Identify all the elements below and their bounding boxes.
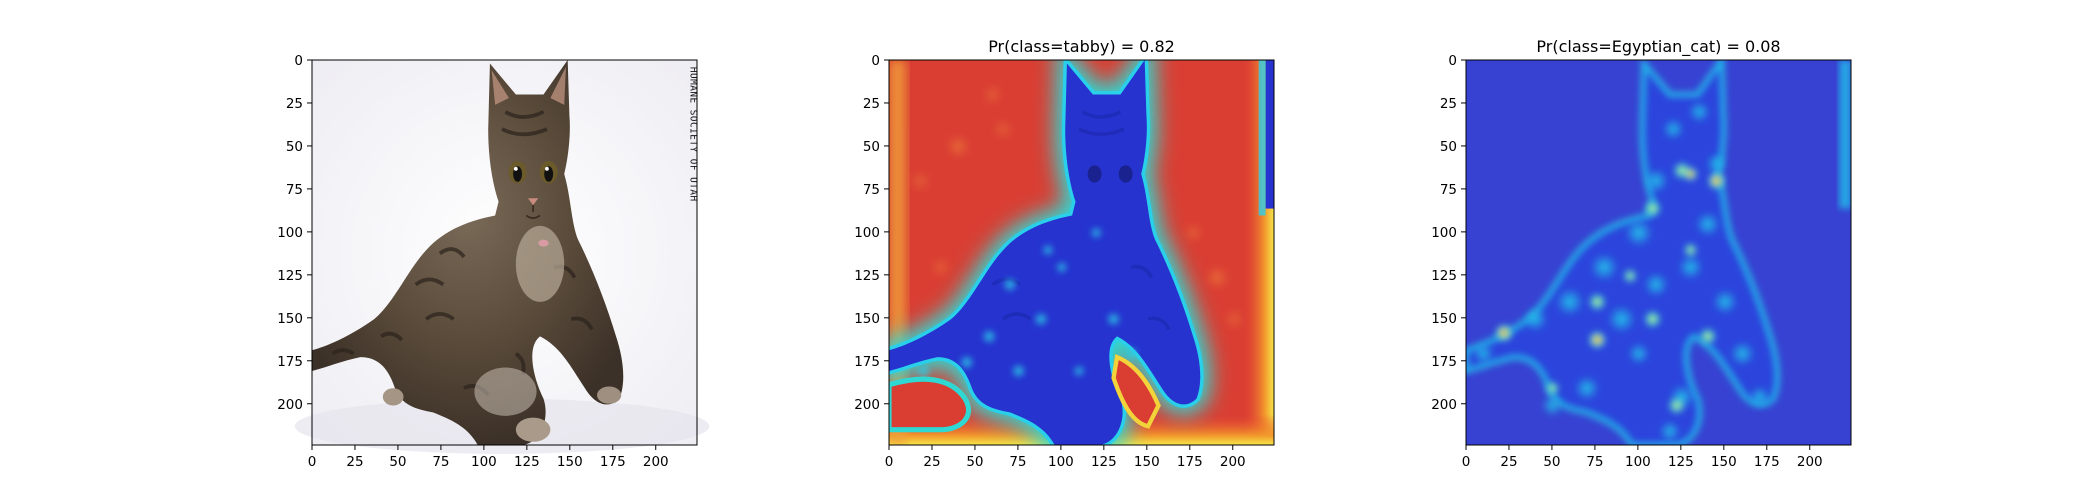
y-tick-label: 175 bbox=[1431, 354, 1457, 370]
axis-frame bbox=[1465, 59, 1852, 446]
panel-tabby bbox=[889, 60, 1275, 445]
x-tick-label: 50 bbox=[389, 454, 406, 470]
x-tick-label: 100 bbox=[471, 454, 497, 470]
y-tick-label: 125 bbox=[1431, 268, 1457, 284]
y-tick-label: 175 bbox=[854, 354, 880, 370]
y-tick-label: 200 bbox=[277, 397, 303, 413]
y-tick-label: 125 bbox=[277, 268, 303, 284]
x-tick-label: 175 bbox=[1754, 454, 1780, 470]
y-tick-label: 150 bbox=[854, 311, 880, 327]
y-tick-label: 200 bbox=[1431, 397, 1457, 413]
y-tick-label: 50 bbox=[863, 139, 880, 155]
axes-tabby: 0 25 50 75 100 125 150 175 200 0 25 50 75 100 125 150 17… bbox=[854, 37, 1275, 470]
panel-title: Pr(class=Egyptian_cat) = 0.08 bbox=[1536, 37, 1780, 57]
x-tick-label: 125 bbox=[514, 454, 540, 470]
x-tick-label: 125 bbox=[1668, 454, 1694, 470]
photo-image: HUMANE SOCIETY OF UTAH bbox=[294, 60, 710, 454]
x-tick-label: 200 bbox=[1220, 454, 1246, 470]
panel-egyptian-cat bbox=[1466, 60, 1852, 445]
y-tick-label: 25 bbox=[863, 96, 880, 112]
y-tick-label: 50 bbox=[1440, 139, 1457, 155]
x-tick-label: 25 bbox=[923, 454, 940, 470]
y-tick-label: 25 bbox=[1440, 96, 1457, 112]
axis-frame bbox=[311, 59, 698, 446]
y-tick-label: 200 bbox=[854, 397, 880, 413]
x-tick-label: 75 bbox=[432, 454, 449, 470]
x-tick-label: 0 bbox=[885, 454, 894, 470]
y-tick-label: 75 bbox=[286, 182, 303, 198]
y-tick-label: 0 bbox=[1448, 53, 1457, 69]
axes-photo: 0 25 50 75 100 125 150 175 200 0 25 50 75 100 125 150 17… bbox=[277, 53, 698, 470]
x-tick-label: 0 bbox=[1462, 454, 1471, 470]
svg-text:HUMANE SOCIETY OF UTAH: HUMANE SOCIETY OF UTAH bbox=[687, 67, 698, 202]
y-tick-label: 100 bbox=[277, 225, 303, 241]
y-tick-label: 75 bbox=[1440, 182, 1457, 198]
x-tick-label: 25 bbox=[1500, 454, 1517, 470]
axis-frame bbox=[888, 59, 1275, 446]
x-tick-label: 50 bbox=[1543, 454, 1560, 470]
panel-title: Pr(class=tabby) = 0.82 bbox=[988, 37, 1175, 56]
panel-photo: HUMANE SOCIETY OF UTAH bbox=[294, 60, 710, 454]
axes-egyptian-cat: 0 25 50 75 100 125 150 175 200 0 25 50 75 100 125 150 17… bbox=[1431, 37, 1852, 470]
x-tick-label: 150 bbox=[1134, 454, 1160, 470]
y-tick-label: 50 bbox=[286, 139, 303, 155]
x-tick-label: 75 bbox=[1009, 454, 1026, 470]
y-tick-label: 150 bbox=[277, 311, 303, 327]
y-tick-label: 25 bbox=[286, 96, 303, 112]
y-tick-label: 0 bbox=[294, 53, 303, 69]
x-tick-label: 75 bbox=[1586, 454, 1603, 470]
x-tick-label: 25 bbox=[346, 454, 363, 470]
x-tick-label: 0 bbox=[308, 454, 317, 470]
x-tick-label: 150 bbox=[1711, 454, 1737, 470]
x-tick-label: 175 bbox=[1177, 454, 1203, 470]
x-tick-label: 150 bbox=[557, 454, 583, 470]
egyptian-heatmap-image bbox=[1466, 60, 1852, 445]
x-tick-label: 200 bbox=[1797, 454, 1823, 470]
y-tick-label: 125 bbox=[854, 268, 880, 284]
y-tick-label: 100 bbox=[1431, 225, 1457, 241]
axes-layer: 0 25 50 75 100 125 150 175 200 0 25 50 75 100 125 150 17… bbox=[277, 37, 1852, 470]
y-tick-label: 175 bbox=[277, 354, 303, 370]
y-tick-label: 150 bbox=[1431, 311, 1457, 327]
tabby-heatmap-image bbox=[889, 60, 1275, 445]
x-tick-label: 50 bbox=[966, 454, 983, 470]
x-tick-label: 175 bbox=[600, 454, 626, 470]
y-tick-label: 100 bbox=[854, 225, 880, 241]
x-tick-label: 200 bbox=[643, 454, 669, 470]
x-tick-label: 100 bbox=[1625, 454, 1651, 470]
x-tick-label: 125 bbox=[1091, 454, 1117, 470]
y-tick-label: 75 bbox=[863, 182, 880, 198]
x-tick-label: 100 bbox=[1048, 454, 1074, 470]
y-tick-label: 0 bbox=[871, 53, 880, 69]
